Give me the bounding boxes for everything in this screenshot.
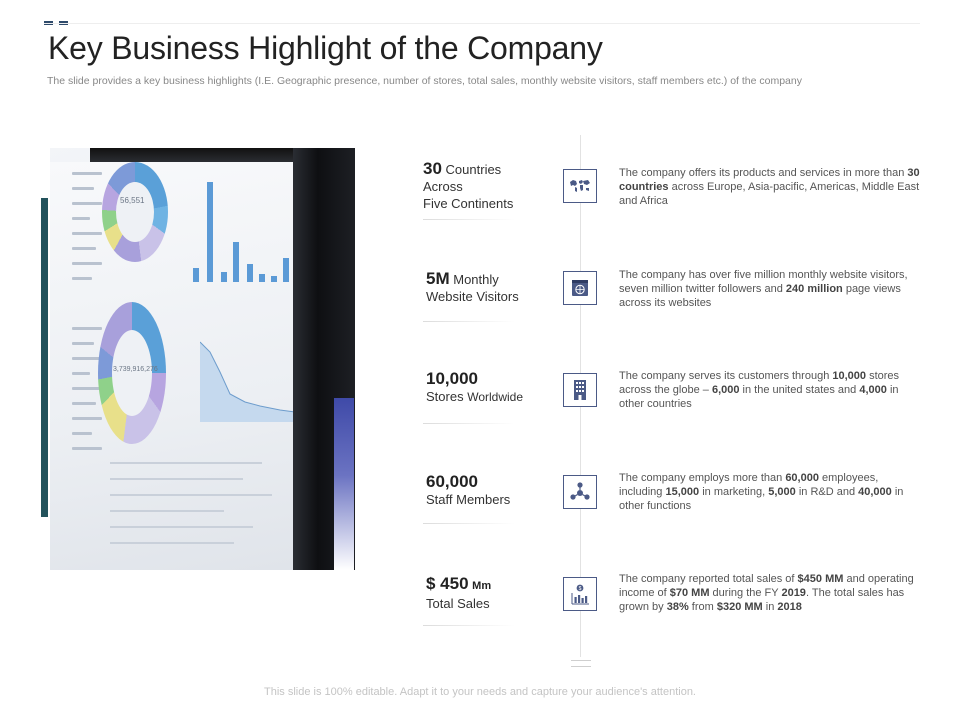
page-title: Key Business Highlight of the Company	[48, 30, 603, 66]
description-text: page views across its websites	[619, 283, 901, 309]
dashboard-monitor-photo: 56,551 3,739,916,276	[50, 148, 355, 570]
screen-donut-top-label: 56,551	[120, 196, 145, 205]
description-emphasis: 6,000	[711, 384, 740, 396]
description-text: The company serves its customers through	[619, 370, 833, 382]
description-emphasis: 2019	[781, 587, 806, 599]
screen-donut-bottom-label: 3,739,916,276	[113, 366, 158, 373]
description-text: in other functions	[619, 486, 904, 512]
description-text: employees, including	[619, 472, 879, 498]
highlight-countries: 30 Countries Across Five Continents	[423, 160, 553, 212]
timeline-end-mark	[571, 660, 591, 667]
monitor-screen: 56,551 3,739,916,276	[50, 162, 310, 570]
highlight-staff: 60,000 Staff Members	[423, 473, 553, 508]
svg-text:$: $	[579, 586, 582, 592]
highlight-value: $ 450	[426, 574, 469, 593]
page-subtitle: The slide provides a key business highli…	[47, 75, 802, 87]
highlight-unit: Monthly	[453, 272, 499, 287]
footer-note: This slide is 100% editable. Adapt it to…	[264, 686, 696, 698]
website-globe-icon	[563, 271, 597, 305]
highlight-value: 5M	[426, 269, 450, 288]
highlight-value: 60,000	[426, 472, 478, 491]
highlight-divider	[423, 219, 515, 220]
monitor-bezel-top	[90, 148, 355, 162]
description-emphasis: 2018	[777, 601, 802, 613]
description-emphasis: 15,000	[665, 486, 700, 498]
accent-bar-teal	[41, 198, 48, 517]
highlight-value: 30	[423, 159, 442, 178]
highlight-description: The company serves its customers through…	[619, 369, 924, 411]
description-text: in R&D and	[795, 486, 859, 498]
description-emphasis: 38%	[666, 601, 689, 613]
description-text: The company employs more than	[619, 472, 786, 484]
description-text: The company reported total sales of	[619, 573, 798, 585]
description-emphasis: $320 MM	[716, 601, 763, 613]
accent-bar-blue	[334, 398, 354, 570]
store-building-icon	[563, 373, 597, 407]
description-emphasis: $450 MM	[797, 573, 844, 585]
screen-donut-chart-top	[102, 162, 168, 262]
highlight-divider	[423, 321, 515, 322]
description-text: The company has over five million monthl…	[619, 269, 908, 295]
highlight-divider	[423, 423, 515, 424]
highlight-description: The company has over five million monthl…	[619, 268, 924, 310]
description-text: across Europe, Asia-pacific, Americas, M…	[619, 181, 920, 207]
description-text: and operating income of	[619, 573, 914, 599]
description-text: in	[762, 601, 778, 613]
description-emphasis: 30 countries	[619, 167, 920, 193]
highlight-line: Across	[423, 179, 463, 194]
description-emphasis: 4,000	[859, 384, 887, 396]
description-emphasis: 10,000	[832, 370, 867, 382]
highlight-line: Total Sales	[426, 596, 490, 611]
highlight-description: The company employs more than 60,000 emp…	[619, 471, 924, 513]
screen-donut-chart-bottom	[98, 302, 166, 444]
screen-table-lines	[110, 462, 300, 570]
sales-chart-icon: $	[563, 577, 597, 611]
highlight-line: Staff Members	[426, 492, 511, 507]
description-text: from	[688, 601, 717, 613]
highlight-divider	[423, 625, 515, 626]
description-text: in other countries	[619, 384, 899, 410]
description-text: in marketing,	[699, 486, 769, 498]
screen-bar-chart	[185, 172, 305, 282]
description-text: in the united states and	[739, 384, 860, 396]
description-emphasis: $70 MM	[669, 587, 710, 599]
description-emphasis: 240 million	[785, 283, 843, 295]
screen-area-chart	[200, 341, 310, 422]
world-map-icon	[563, 169, 597, 203]
team-network-icon	[563, 475, 597, 509]
screen-legend-list	[72, 172, 102, 292]
screen-legend-list-2	[72, 327, 102, 462]
highlight-divider	[423, 523, 515, 524]
highlight-line: Website Visitors	[426, 289, 519, 304]
highlight-line: Five Continents	[423, 196, 514, 211]
description-emphasis: 40,000	[858, 486, 892, 498]
highlight-line: Stores	[426, 389, 464, 404]
description-text: stores across the globe –	[619, 370, 900, 396]
description-emphasis: 60,000	[785, 472, 819, 484]
highlight-description: The company offers its products and serv…	[619, 166, 924, 208]
highlight-value: 10,000	[426, 369, 478, 388]
highlight-sales: $ 450 Mm Total Sales	[423, 575, 553, 612]
highlight-unit: Countries	[445, 162, 502, 177]
top-divider	[44, 23, 920, 24]
description-emphasis: 5,000	[768, 486, 796, 498]
highlight-description: The company reported total sales of $450…	[619, 572, 924, 614]
description-text: . The total sales has grown by	[619, 587, 905, 613]
highlight-visitors: 5M Monthly Website Visitors	[423, 270, 553, 305]
highlight-line-small: Worldwide	[467, 390, 524, 404]
highlight-unit: Mm	[472, 580, 492, 592]
description-text: The company offers its products and serv…	[619, 167, 908, 179]
description-text: during the FY	[709, 587, 782, 599]
highlight-stores: 10,000 Stores Worldwide	[423, 370, 553, 406]
